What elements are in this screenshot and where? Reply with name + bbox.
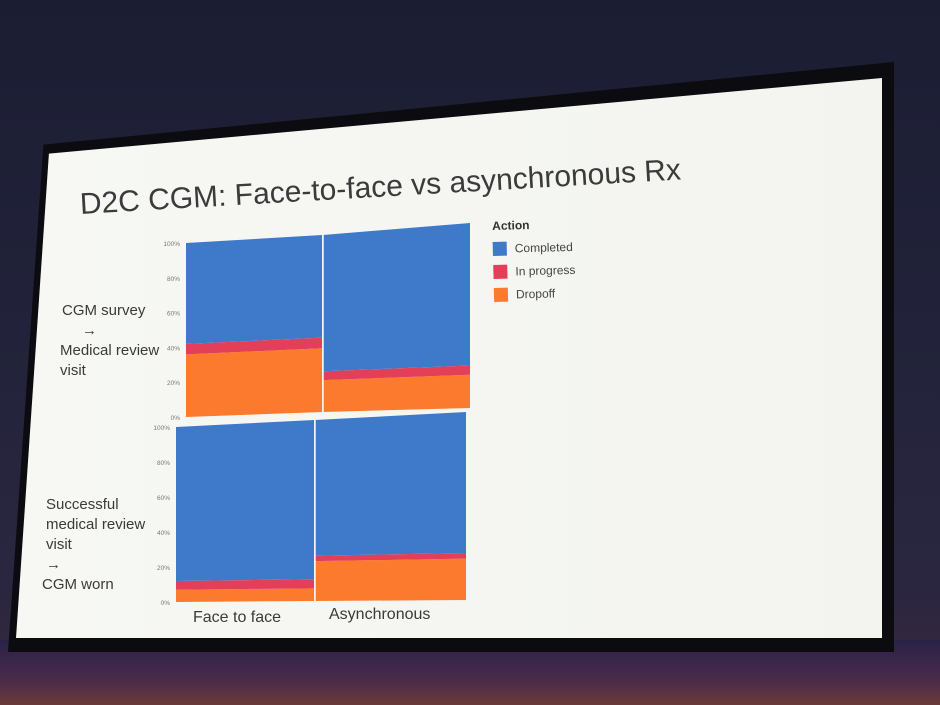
legend-label: In progress [515, 262, 576, 278]
arrow-icon: → [82, 322, 97, 339]
chart-panel-2: 0% 20% 40% 60% 80% 100% [153, 412, 466, 607]
y-tick-label: 60% [157, 495, 170, 502]
y-tick-label: 20% [157, 565, 170, 572]
bar-segment-in-progress-asynchronous [315, 553, 466, 562]
x-category-label-asynchronous: Asynchronous [329, 606, 431, 623]
legend-swatch-in-progress [493, 264, 508, 279]
row-label-line: Medical review [60, 342, 160, 359]
bar-segment-completed-asynchronous [323, 223, 470, 372]
legend-swatch-dropoff [493, 287, 509, 302]
y-tick-label: 100% [153, 425, 170, 432]
row-label-top: CGM survey → Medical review visit [60, 301, 160, 381]
y-tick-label: 100% [163, 241, 180, 248]
y-tick-label: 0% [171, 415, 181, 422]
bar-segment-dropoff-asynchronous [315, 558, 466, 601]
legend-title: Action [492, 218, 530, 233]
legend-label: Dropoff [515, 285, 556, 301]
bar-segment-in-progress-face-to-face [186, 337, 322, 355]
legend-item-dropoff: Dropoff [493, 281, 577, 306]
row-label-line: visit [46, 536, 72, 553]
row-label-line: medical review [46, 516, 146, 533]
chart-panel-1: 0% 20% 40% 60% 80% 100% [163, 223, 470, 422]
row-label-line: CGM worn [42, 576, 114, 593]
y-tick-label: 80% [157, 460, 170, 467]
row-label-line: visit [60, 362, 86, 379]
bar-segment-in-progress-face-to-face [176, 579, 314, 590]
bar-segment-dropoff-asynchronous [323, 374, 470, 412]
legend-item-completed: Completed [492, 235, 575, 260]
legend-item-in-progress: In progress [493, 258, 576, 283]
y-tick-label: 80% [167, 276, 180, 283]
x-category-label-face-to-face: Face to face [193, 609, 282, 626]
bar-segment-completed-face-to-face [176, 420, 314, 581]
legend-label: Completed [514, 239, 573, 255]
y-tick-label: 40% [157, 530, 170, 537]
y-tick-label: 60% [167, 311, 180, 318]
bar-segment-completed-asynchronous [315, 412, 466, 556]
row-label-bottom: Successful medical review visit → CGM wo… [42, 495, 146, 595]
row-label-line: CGM survey [62, 302, 146, 319]
y-tick-label: 0% [161, 600, 171, 607]
row-label-line: Successful [46, 496, 119, 513]
legend-swatch-completed [492, 241, 507, 256]
bar-segment-completed-face-to-face [186, 235, 322, 344]
bar-segment-dropoff-face-to-face [186, 348, 322, 417]
chart-legend: Action Completed In progress Dropoff [492, 217, 576, 306]
bar-segment-dropoff-face-to-face [176, 588, 314, 602]
arrow-icon: → [46, 556, 61, 573]
bar-segment-in-progress-asynchronous [323, 365, 470, 381]
y-tick-label: 20% [167, 380, 180, 387]
y-tick-label: 40% [167, 345, 180, 352]
